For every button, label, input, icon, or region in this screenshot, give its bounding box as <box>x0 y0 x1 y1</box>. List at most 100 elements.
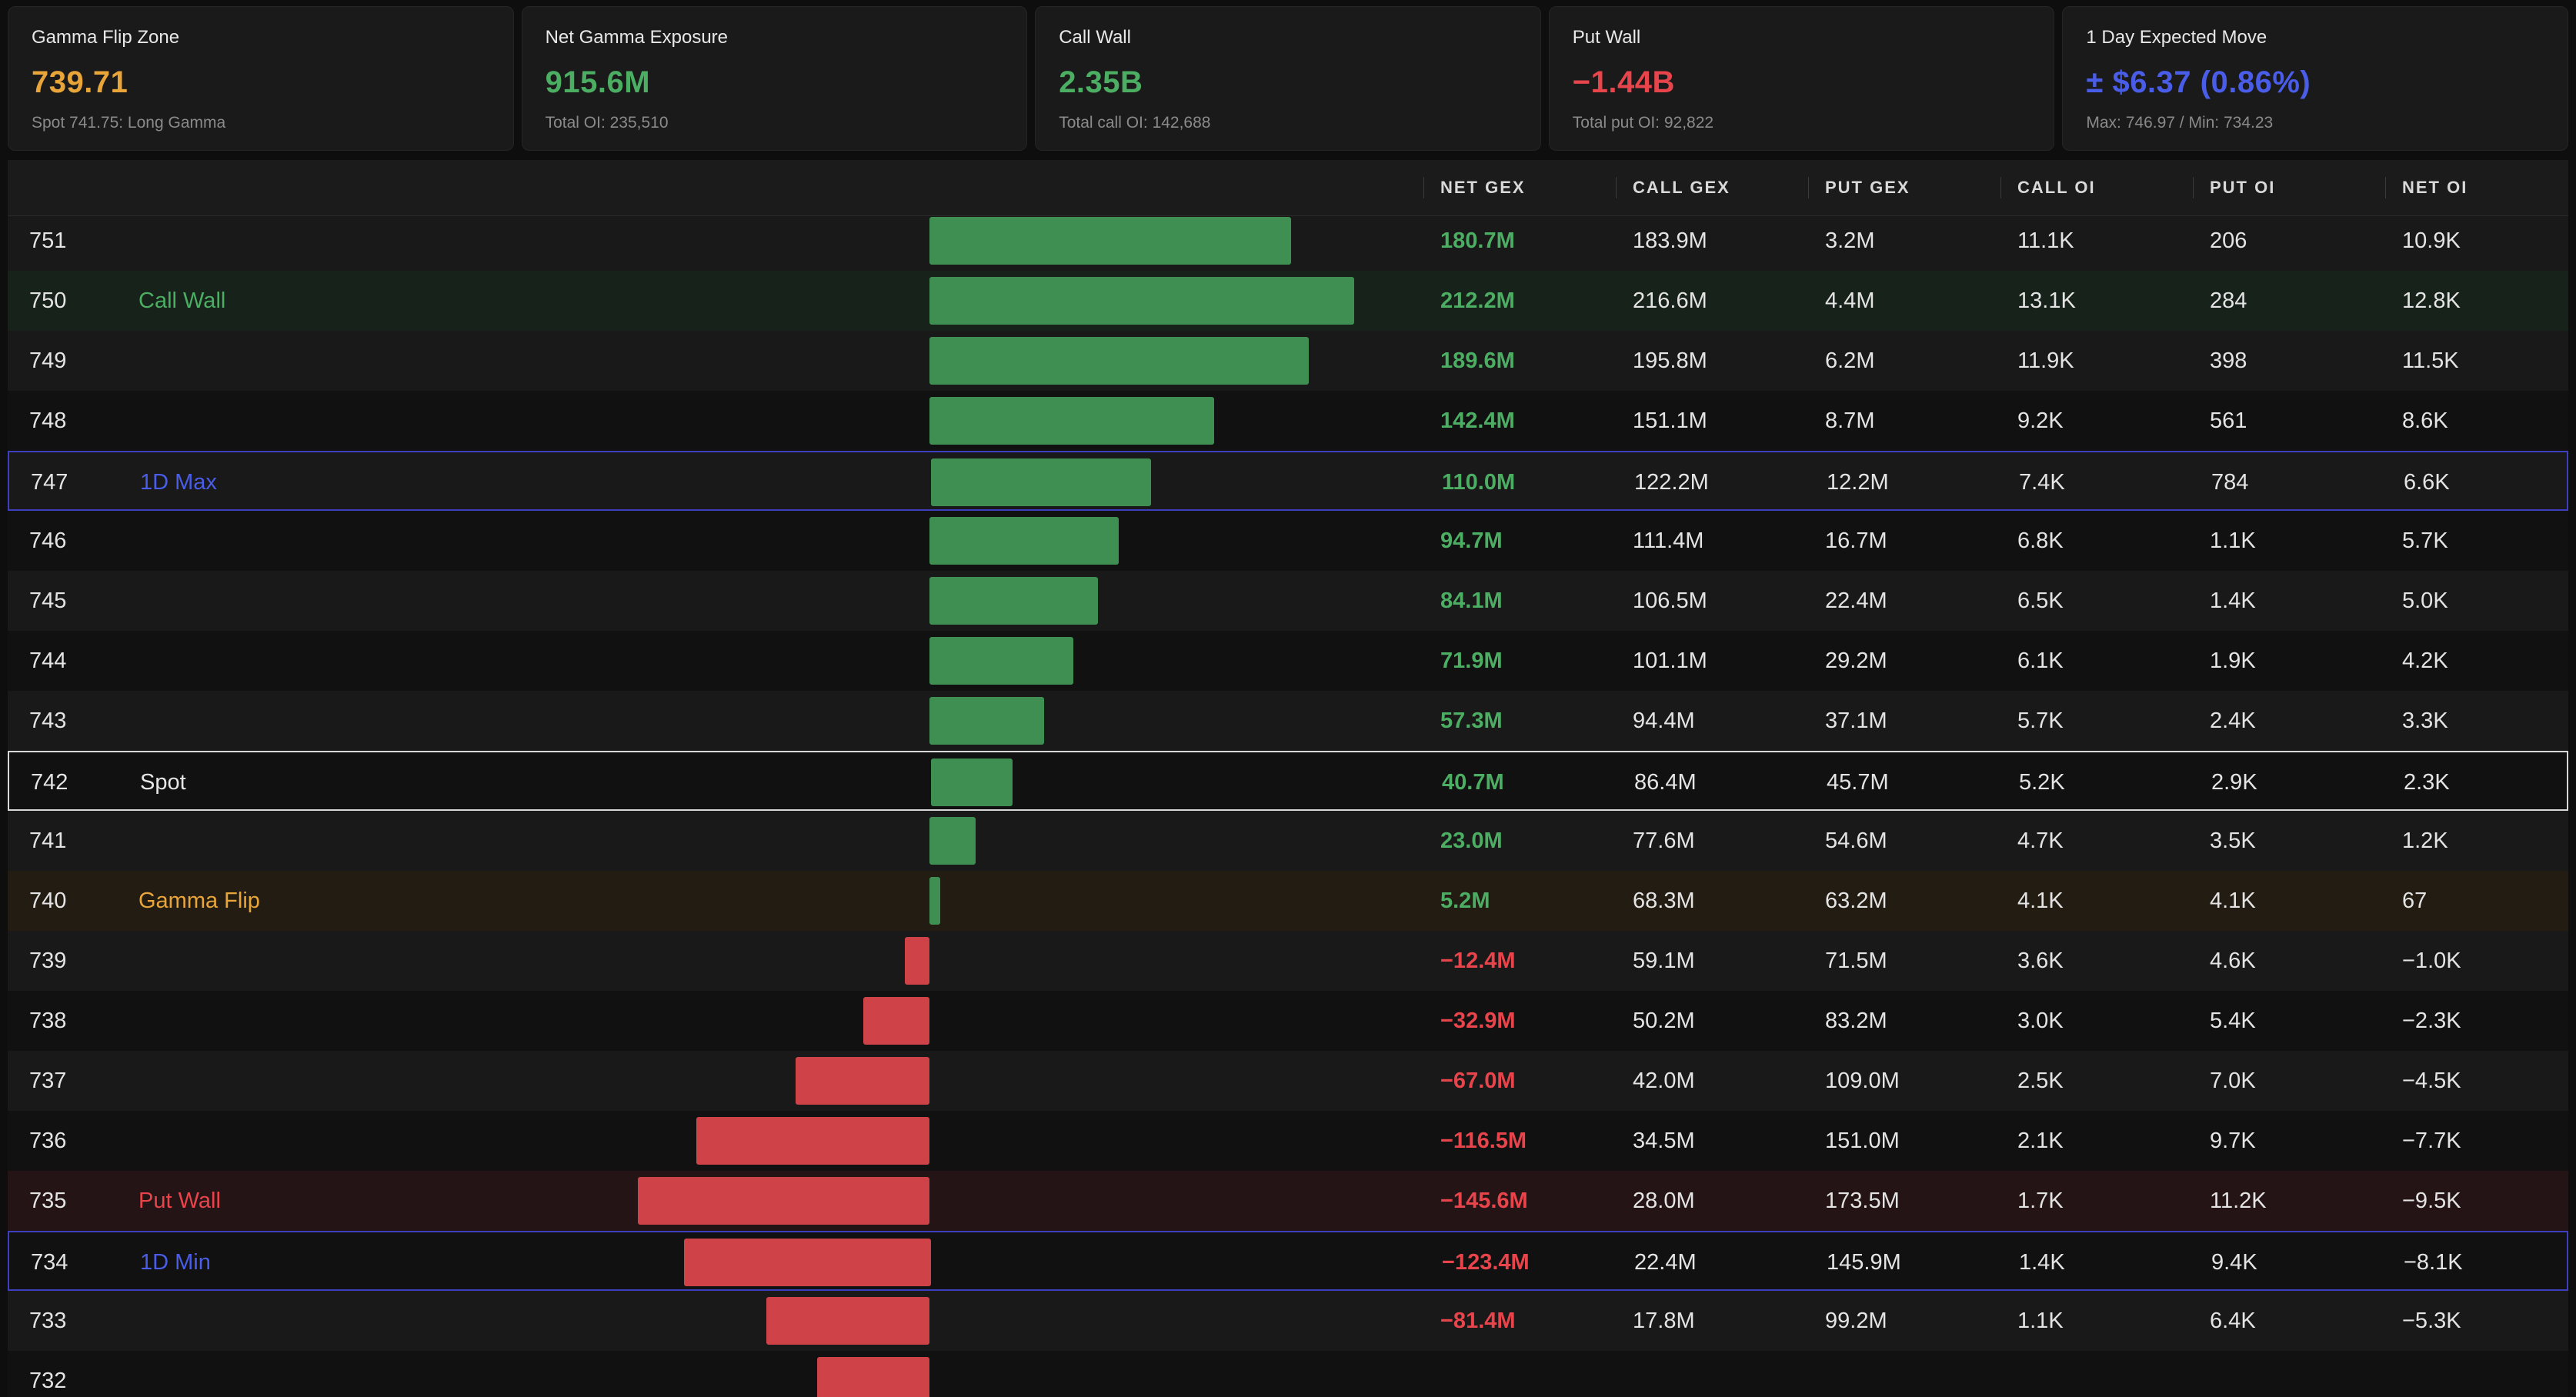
table-row-call-wall[interactable]: 750 Call Wall 212.2M 216.6M 4.4M 13.1K 284 12.8… <box>8 271 2568 331</box>
table-row[interactable]: 737 −67.0M 42.0M 109.0M 2.5K 7.0K −4.5K <box>8 1051 2568 1111</box>
net-oi-value: −7.7K <box>2402 1129 2461 1153</box>
net-gex-value: 142.4M <box>1440 408 1515 433</box>
strike-price: 739 <box>29 949 67 973</box>
net-gex-bar <box>929 277 1354 325</box>
gex-table-header: NET GEX CALL GEX PUT GEX CALL OI PUT OI … <box>8 160 2568 216</box>
net-gex-value: −12.4M <box>1440 949 1516 973</box>
strike-price: 744 <box>29 648 67 673</box>
call-gex-value: 77.6M <box>1633 829 1695 853</box>
put-gex-value: 16.7M <box>1825 528 1887 553</box>
column-header-put-gex[interactable]: PUT GEX <box>1808 160 2000 215</box>
strike-price: 748 <box>29 408 67 433</box>
call-oi-value: 11.9K <box>2017 348 2074 373</box>
card-call-wall[interactable]: Call Wall 2.35B Total call OI: 142,688 <box>1035 6 1541 151</box>
strike-price: 736 <box>29 1129 67 1153</box>
card-title: Put Wall <box>1572 27 1641 48</box>
call-oi-value: 7.4K <box>2019 470 2065 495</box>
table-row-spot[interactable]: 742 Spot 40.7M 86.4M 45.7M 5.2K 2.9K 2.3K <box>8 751 2568 811</box>
net-gex-bar <box>795 1057 929 1105</box>
card-value: 2.35B <box>1059 65 1143 99</box>
net-gex-bar <box>929 517 1119 565</box>
column-header-put-oi[interactable]: PUT OI <box>2193 160 2385 215</box>
table-row-1d-min[interactable]: 734 1D Min −123.4M 22.4M 145.9M 1.4K 9.4K −8.1K <box>8 1231 2568 1291</box>
put-oi-value: 7.0K <box>2210 1069 2256 1093</box>
table-row[interactable]: 749 189.6M 195.8M 6.2M 11.9K 398 11.5K <box>8 331 2568 391</box>
strike-price: 738 <box>29 1009 67 1033</box>
card-net-gamma-exposure[interactable]: Net Gamma Exposure 915.6M Total OI: 235,… <box>521 6 1028 151</box>
net-oi-value: −1.0K <box>2402 949 2461 973</box>
strike-price: 741 <box>29 829 67 853</box>
table-row-1d-max[interactable]: 747 1D Max 110.0M 122.2M 12.2M 7.4K 784 6.6K <box>8 451 2568 511</box>
strike-price: 746 <box>29 528 67 553</box>
table-row[interactable]: 738 −32.9M 50.2M 83.2M 3.0K 5.4K −2.3K <box>8 991 2568 1051</box>
card-subtext: Total put OI: 92,822 <box>1572 114 1714 132</box>
table-row[interactable]: 743 57.3M 94.4M 37.1M 5.7K 2.4K 3.3K <box>8 691 2568 751</box>
column-header-call-oi[interactable]: CALL OI <box>2000 160 2193 215</box>
put-oi-value: 206 <box>2210 228 2247 253</box>
level-label: Spot <box>140 770 186 795</box>
card-title: Call Wall <box>1059 27 1131 48</box>
strike-price: 735 <box>29 1189 67 1213</box>
net-gex-bar <box>929 637 1073 685</box>
table-row[interactable]: 751 180.7M 183.9M 3.2M 11.1K 206 10.9K <box>8 211 2568 271</box>
call-gex-value: 59.1M <box>1633 949 1695 973</box>
strike-price: 743 <box>29 709 67 733</box>
net-gex-bar <box>929 217 1291 265</box>
net-gex-value: 110.0M <box>1442 470 1516 495</box>
call-gex-value: 86.4M <box>1634 770 1697 795</box>
table-row[interactable]: 739 −12.4M 59.1M 71.5M 3.6K 4.6K −1.0K <box>8 931 2568 991</box>
call-oi-value: 6.5K <box>2017 588 2064 613</box>
column-header-net-oi[interactable]: NET OI <box>2385 160 2568 215</box>
put-gex-value: 3.2M <box>1825 228 1875 253</box>
call-gex-value: 122.2M <box>1634 470 1709 495</box>
net-oi-value: −4.5K <box>2402 1069 2461 1093</box>
table-row[interactable]: 733 −81.4M 17.8M 99.2M 1.1K 6.4K −5.3K <box>8 1291 2568 1351</box>
put-oi-value: 2.4K <box>2210 709 2256 733</box>
strike-price: 734 <box>31 1250 68 1275</box>
card-title: Net Gamma Exposure <box>545 27 729 48</box>
table-row[interactable]: 745 84.1M 106.5M 22.4M 6.5K 1.4K 5.0K <box>8 571 2568 631</box>
table-row-put-wall[interactable]: 735 Put Wall −145.6M 28.0M 173.5M 1.7K 11.2K −9… <box>8 1171 2568 1231</box>
net-oi-value: 4.2K <box>2402 648 2448 673</box>
call-gex-value: 111.4M <box>1633 528 1704 553</box>
table-row[interactable]: 746 94.7M 111.4M 16.7M 6.8K 1.1K 5.7K <box>8 511 2568 571</box>
put-oi-value: 561 <box>2210 408 2247 433</box>
call-gex-value: 106.5M <box>1633 588 1707 613</box>
net-gex-value: −116.5M <box>1440 1129 1527 1153</box>
net-gex-bar <box>817 1357 929 1397</box>
table-row[interactable]: 741 23.0M 77.6M 54.6M 4.7K 3.5K 1.2K <box>8 811 2568 871</box>
card-subtext: Total OI: 235,510 <box>545 114 669 132</box>
card-put-wall[interactable]: Put Wall −1.44B Total put OI: 92,822 <box>1548 6 2055 151</box>
call-oi-value: 4.7K <box>2017 829 2064 853</box>
call-gex-value: 151.1M <box>1633 408 1707 433</box>
put-gex-value: 63.2M <box>1825 889 1887 913</box>
card-value: 739.71 <box>32 65 128 99</box>
put-gex-value: 22.4M <box>1825 588 1887 613</box>
table-row-gamma-flip[interactable]: 740 Gamma Flip 5.2M 68.3M 63.2M 4.1K 4.1K 67 <box>8 871 2568 931</box>
level-label: Call Wall <box>138 288 226 313</box>
table-row[interactable]: 744 71.9M 101.1M 29.2M 6.1K 1.9K 4.2K <box>8 631 2568 691</box>
strike-price: 742 <box>31 770 68 795</box>
card-expected-move[interactable]: 1 Day Expected Move ± $6.37 (0.86%) Max:… <box>2062 6 2568 151</box>
put-gex-value: 29.2M <box>1825 648 1887 673</box>
column-header-net-gex[interactable]: NET GEX <box>1423 160 1616 215</box>
put-oi-value: 4.1K <box>2210 889 2256 913</box>
table-row[interactable]: 736 −116.5M 34.5M 151.0M 2.1K 9.7K −7.7K <box>8 1111 2568 1171</box>
card-value: −1.44B <box>1572 65 1675 99</box>
net-gex-value: 40.7M <box>1442 770 1504 795</box>
column-header-call-gex[interactable]: CALL GEX <box>1616 160 1808 215</box>
strike-price: 733 <box>29 1309 67 1333</box>
strike-price: 740 <box>29 889 67 913</box>
call-oi-value: 6.1K <box>2017 648 2064 673</box>
net-oi-value: 11.5K <box>2402 348 2459 373</box>
put-gex-value: 173.5M <box>1825 1189 1900 1213</box>
put-oi-value: 5.4K <box>2210 1009 2256 1033</box>
call-gex-value: 195.8M <box>1633 348 1707 373</box>
put-gex-value: 99.2M <box>1825 1309 1887 1333</box>
card-gamma-flip[interactable]: Gamma Flip Zone 739.71 Spot 741.75: Long… <box>8 6 514 151</box>
card-subtext: Total call OI: 142,688 <box>1059 114 1211 132</box>
table-row[interactable]: 748 142.4M 151.1M 8.7M 9.2K 561 8.6K <box>8 391 2568 451</box>
level-label: 1D Max <box>140 470 217 495</box>
call-oi-value: 2.5K <box>2017 1069 2064 1093</box>
table-row[interactable]: 732 <box>8 1351 2568 1397</box>
